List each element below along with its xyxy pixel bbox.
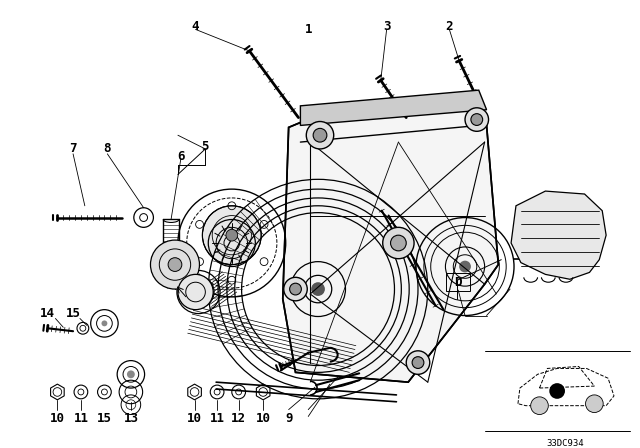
Circle shape — [102, 320, 108, 326]
Circle shape — [284, 277, 307, 301]
Text: 1: 1 — [305, 23, 312, 36]
Circle shape — [465, 108, 488, 131]
Circle shape — [202, 206, 261, 265]
Text: 8: 8 — [104, 142, 111, 155]
Circle shape — [459, 261, 471, 272]
Circle shape — [313, 129, 327, 142]
Text: 13: 13 — [124, 412, 138, 425]
Text: 10: 10 — [255, 412, 271, 425]
Text: 5: 5 — [202, 141, 209, 154]
Circle shape — [390, 235, 406, 251]
Circle shape — [586, 395, 603, 413]
Circle shape — [471, 114, 483, 125]
Circle shape — [406, 351, 429, 375]
Circle shape — [412, 357, 424, 368]
Text: 33DC934: 33DC934 — [546, 439, 584, 448]
Circle shape — [226, 229, 237, 241]
Text: 15: 15 — [65, 307, 81, 320]
Text: 11: 11 — [210, 412, 225, 425]
Circle shape — [196, 289, 202, 295]
Circle shape — [150, 240, 200, 289]
Polygon shape — [283, 106, 499, 382]
Text: 14: 14 — [40, 307, 55, 320]
Polygon shape — [511, 191, 606, 279]
Text: 2: 2 — [445, 20, 453, 33]
Text: 10: 10 — [50, 412, 65, 425]
Text: 9: 9 — [285, 412, 292, 425]
Circle shape — [307, 121, 333, 149]
Text: 4: 4 — [192, 20, 199, 33]
Text: 12: 12 — [231, 412, 246, 425]
Circle shape — [290, 283, 301, 295]
Text: 7: 7 — [69, 142, 77, 155]
Circle shape — [531, 397, 548, 414]
Circle shape — [311, 282, 325, 296]
Text: 3: 3 — [383, 20, 390, 33]
Text: D: D — [454, 276, 462, 289]
Text: 6: 6 — [177, 150, 184, 163]
Text: 15: 15 — [97, 412, 112, 425]
Text: 11: 11 — [74, 412, 88, 425]
Text: 10: 10 — [187, 412, 202, 425]
Circle shape — [127, 370, 135, 378]
Circle shape — [383, 227, 414, 258]
Circle shape — [168, 258, 182, 271]
Polygon shape — [300, 90, 486, 125]
Circle shape — [178, 274, 213, 310]
Circle shape — [549, 383, 565, 399]
